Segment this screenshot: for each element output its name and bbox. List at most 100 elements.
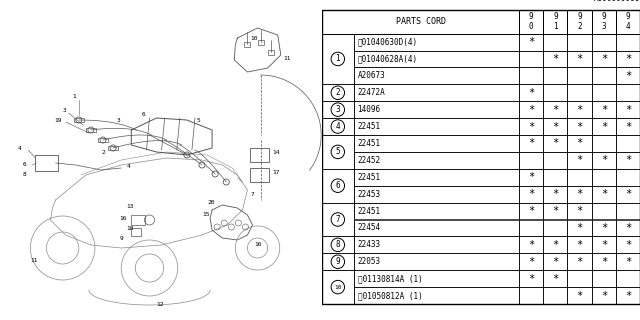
Bar	[519, 34, 543, 51]
Text: *: *	[577, 223, 582, 233]
Bar	[354, 101, 519, 118]
Bar	[568, 169, 591, 186]
Text: *: *	[577, 257, 582, 267]
Text: *: *	[625, 54, 631, 64]
Text: PARTS CORD: PARTS CORD	[396, 17, 445, 26]
Text: *: *	[625, 122, 631, 132]
Text: 14096: 14096	[358, 105, 381, 114]
Text: 6: 6	[335, 181, 340, 190]
Text: *: *	[528, 37, 534, 47]
Text: 9: 9	[119, 236, 123, 241]
Bar	[519, 220, 543, 236]
Text: A090000066: A090000066	[594, 0, 640, 3]
Bar	[591, 186, 616, 203]
Text: *: *	[528, 274, 534, 284]
Text: *: *	[600, 223, 607, 233]
Bar	[591, 101, 616, 118]
Bar	[250, 168, 269, 182]
Bar	[543, 186, 568, 203]
Bar	[568, 84, 591, 101]
Bar	[568, 51, 591, 68]
Bar	[591, 236, 616, 253]
Text: *: *	[625, 71, 631, 81]
Bar	[519, 68, 543, 84]
Bar	[616, 135, 640, 152]
Bar	[131, 215, 145, 225]
Text: 22451: 22451	[358, 122, 381, 131]
Text: *: *	[552, 122, 559, 132]
Bar	[543, 10, 568, 34]
Text: 12: 12	[157, 302, 164, 308]
Bar	[354, 68, 519, 84]
Bar	[519, 287, 543, 304]
Bar	[591, 287, 616, 304]
Text: 10: 10	[334, 284, 342, 290]
Bar	[568, 68, 591, 84]
Bar	[616, 169, 640, 186]
Text: 22451: 22451	[358, 173, 381, 182]
Bar	[591, 118, 616, 135]
Bar	[543, 118, 568, 135]
Text: 9
4: 9 4	[626, 12, 630, 31]
Text: *: *	[552, 105, 559, 115]
Bar	[519, 236, 543, 253]
Text: 22472A: 22472A	[358, 88, 385, 97]
Bar	[616, 270, 640, 287]
Bar	[244, 42, 250, 47]
Bar	[616, 186, 640, 203]
Bar	[519, 152, 543, 169]
Text: 9
0: 9 0	[529, 12, 534, 31]
Text: *: *	[600, 54, 607, 64]
Text: 13: 13	[126, 204, 134, 210]
Text: 8: 8	[335, 240, 340, 249]
Text: *: *	[600, 189, 607, 199]
Text: 4: 4	[18, 146, 22, 150]
Bar	[616, 203, 640, 220]
Bar	[519, 169, 543, 186]
Text: *: *	[625, 257, 631, 267]
Text: 22451: 22451	[358, 139, 381, 148]
Text: 14: 14	[273, 149, 280, 155]
Bar	[568, 270, 591, 287]
Text: *: *	[552, 257, 559, 267]
Text: 22451: 22451	[358, 206, 381, 216]
Bar	[591, 84, 616, 101]
Text: 8: 8	[22, 172, 26, 178]
Bar	[354, 34, 519, 51]
Text: 22452: 22452	[358, 156, 381, 165]
Text: *: *	[552, 274, 559, 284]
Bar	[591, 51, 616, 68]
Text: *: *	[577, 54, 582, 64]
Text: *: *	[528, 189, 534, 199]
Text: *: *	[528, 122, 534, 132]
Bar	[616, 101, 640, 118]
Text: *: *	[577, 105, 582, 115]
Bar	[568, 152, 591, 169]
Bar	[354, 220, 519, 236]
Bar	[591, 169, 616, 186]
Text: 15: 15	[202, 212, 209, 218]
Text: 20: 20	[207, 199, 214, 204]
Text: 9
1: 9 1	[553, 12, 557, 31]
Bar	[591, 135, 616, 152]
Text: *: *	[577, 122, 582, 132]
Bar	[354, 287, 519, 304]
Bar	[616, 236, 640, 253]
Text: 1: 1	[73, 94, 76, 100]
Bar	[519, 101, 543, 118]
Bar	[519, 135, 543, 152]
Bar	[543, 51, 568, 68]
Bar	[616, 68, 640, 84]
Text: 10: 10	[250, 36, 258, 41]
Bar	[591, 220, 616, 236]
Bar	[568, 101, 591, 118]
Bar	[322, 253, 354, 270]
Bar	[568, 203, 591, 220]
Text: 2: 2	[101, 149, 105, 155]
Text: *: *	[577, 139, 582, 148]
Bar	[519, 51, 543, 68]
Bar	[354, 51, 519, 68]
Text: *: *	[577, 189, 582, 199]
Text: *: *	[552, 139, 559, 148]
Text: 16: 16	[255, 243, 262, 247]
